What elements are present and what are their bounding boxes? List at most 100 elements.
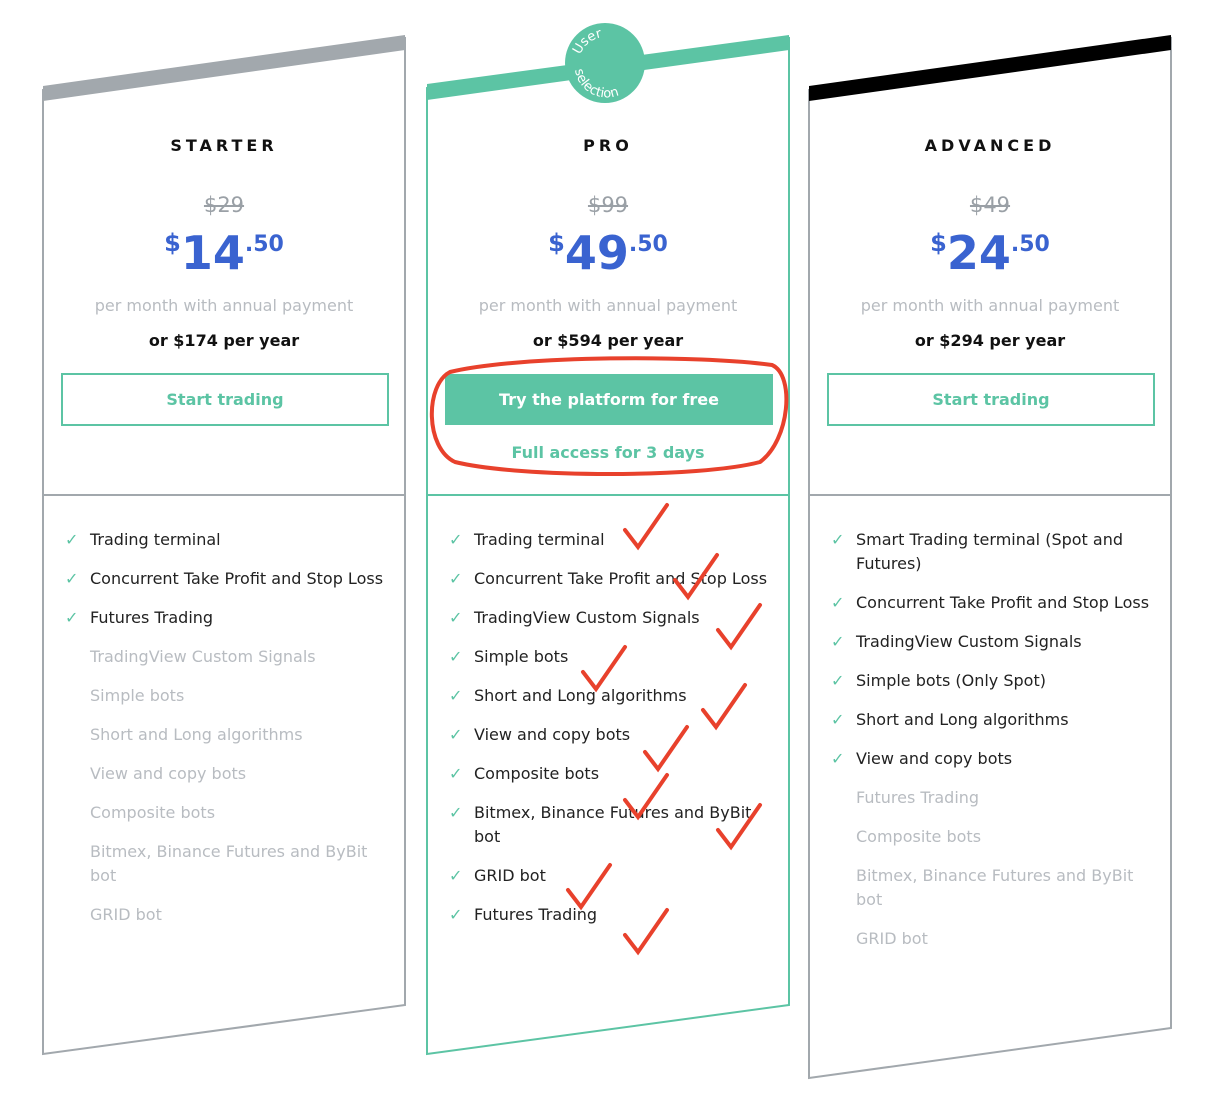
check-icon: ✓ [831, 632, 845, 651]
feature-item: ✓ Concurrent Take Profit and Stop Loss [63, 567, 393, 591]
feature-text: Smart Trading terminal (Spot and Futures… [856, 530, 1123, 573]
feature-item: ✓ Smart Trading terminal (Spot and Future… [829, 528, 1159, 576]
feature-item: ✓ Composite bots [447, 762, 777, 786]
feature-item: GRID bot [63, 903, 393, 927]
price-int: 24 [946, 226, 1011, 280]
user-selection-badge: User selection [565, 23, 645, 103]
price-cents: .50 [244, 232, 284, 257]
old-price: $99 [587, 193, 629, 217]
feature-text: Futures Trading [856, 788, 980, 807]
feature-text: Trading terminal [474, 530, 605, 549]
feature-item: ✓ Short and Long algorithms [829, 708, 1159, 732]
feature-item: ✓ Futures Trading [447, 903, 777, 927]
feature-item: Composite bots [63, 801, 393, 825]
check-icon: ✓ [831, 710, 845, 729]
feature-text: Simple bots [90, 686, 185, 705]
price: $49.50 [427, 226, 789, 280]
check-icon: ✓ [449, 866, 463, 885]
check-icon: ✓ [831, 530, 845, 549]
check-icon: ✓ [449, 647, 463, 666]
feature-text: Bitmex, Binance Futures and ByBit bot [856, 866, 1134, 909]
feature-item: ✓ View and copy bots [447, 723, 777, 747]
feature-text: GRID bot [856, 929, 928, 948]
feature-text: View and copy bots [90, 764, 247, 783]
plan-card-pro: PRO $99 $49.50 per month with annual pay… [427, 0, 789, 1100]
feature-text: GRID bot [90, 905, 162, 924]
feature-text: Simple bots [474, 647, 569, 666]
old-price: $49 [969, 193, 1011, 217]
feature-text: Short and Long algorithms [90, 725, 303, 744]
check-icon: ✓ [449, 764, 463, 783]
check-icon: ✓ [449, 569, 463, 588]
feature-text: Concurrent Take Profit and Stop Loss [856, 593, 1150, 612]
feature-text: View and copy bots [474, 725, 631, 744]
feature-text: TradingView Custom Signals [90, 647, 316, 666]
yearly-price: or $594 per year [532, 331, 684, 350]
feature-item: ✓ TradingView Custom Signals [829, 630, 1159, 654]
feature-item: View and copy bots [63, 762, 393, 786]
yearly-price: or $294 per year [914, 331, 1066, 350]
billing-note: per month with annual payment [94, 296, 354, 315]
price-cents: .50 [628, 232, 668, 257]
plan-card-starter: STARTER $29 $14.50 per month with annual… [43, 0, 405, 1100]
feature-text: Composite bots [856, 827, 982, 846]
feature-text: TradingView Custom Signals [474, 608, 700, 627]
plan-name: PRO [583, 136, 633, 155]
check-icon: ✓ [65, 608, 79, 627]
check-icon: ✓ [831, 749, 845, 768]
feature-text: Composite bots [90, 803, 216, 822]
currency: $ [548, 229, 565, 257]
feature-item: ✓ Concurrent Take Profit and Stop Loss [829, 591, 1159, 615]
feature-item: Composite bots [829, 825, 1159, 849]
feature-item: ✓ Futures Trading [63, 606, 393, 630]
start-trading-button[interactable]: Start trading [61, 373, 389, 426]
feature-item: ✓ Bitmex, Binance Futures and ByBit bot [447, 801, 777, 849]
currency: $ [164, 229, 181, 257]
trial-note[interactable]: Full access for 3 days [511, 443, 705, 462]
advanced-top-band [809, 35, 1171, 101]
price: $14.50 [43, 226, 405, 280]
feature-item: ✓ View and copy bots [829, 747, 1159, 771]
feature-text: Short and Long algorithms [856, 710, 1069, 729]
feature-text: Simple bots (Only Spot) [856, 671, 1046, 690]
feature-text: Composite bots [474, 764, 600, 783]
feature-text: TradingView Custom Signals [856, 632, 1082, 651]
try-free-button[interactable]: Try the platform for free [445, 374, 773, 425]
start-trading-button[interactable]: Start trading [827, 373, 1155, 426]
feature-item: ✓ Concurrent Take Profit and Stop Loss [447, 567, 777, 591]
feature-text: GRID bot [474, 866, 546, 885]
feature-item: ✓ Trading terminal [447, 528, 777, 552]
price-cents: .50 [1010, 232, 1050, 257]
feature-text: Short and Long algorithms [474, 686, 687, 705]
feature-item: Short and Long algorithms [63, 723, 393, 747]
check-icon: ✓ [449, 530, 463, 549]
yearly-price: or $174 per year [148, 331, 300, 350]
check-icon: ✓ [449, 905, 463, 924]
billing-note: per month with annual payment [478, 296, 738, 315]
currency: $ [930, 229, 947, 257]
price: $24.50 [809, 226, 1171, 280]
feature-item: ✓ Simple bots (Only Spot) [829, 669, 1159, 693]
feature-item: ✓ GRID bot [447, 864, 777, 888]
feature-item: GRID bot [829, 927, 1159, 951]
feature-item: Bitmex, Binance Futures and ByBit bot [63, 840, 393, 888]
feature-item: ✓ TradingView Custom Signals [447, 606, 777, 630]
check-icon: ✓ [65, 569, 79, 588]
feature-item: ✓ Trading terminal [63, 528, 393, 552]
feature-text: Concurrent Take Profit and Stop Loss [474, 569, 768, 588]
check-icon: ✓ [449, 725, 463, 744]
feature-text: Trading terminal [90, 530, 221, 549]
plan-name: STARTER [170, 136, 278, 155]
check-icon: ✓ [831, 593, 845, 612]
plan-card-advanced: ADVANCED $49 $24.50 per month with annua… [809, 0, 1171, 1100]
feature-text: View and copy bots [856, 749, 1013, 768]
feature-item: Bitmex, Binance Futures and ByBit bot [829, 864, 1159, 912]
feature-item: TradingView Custom Signals [63, 645, 393, 669]
check-icon: ✓ [449, 803, 463, 822]
billing-note: per month with annual payment [860, 296, 1120, 315]
feature-item: ✓ Short and Long algorithms [447, 684, 777, 708]
feature-text: Futures Trading [474, 905, 598, 924]
feature-text: Bitmex, Binance Futures and ByBit bot [90, 842, 368, 885]
feature-item: Futures Trading [829, 786, 1159, 810]
